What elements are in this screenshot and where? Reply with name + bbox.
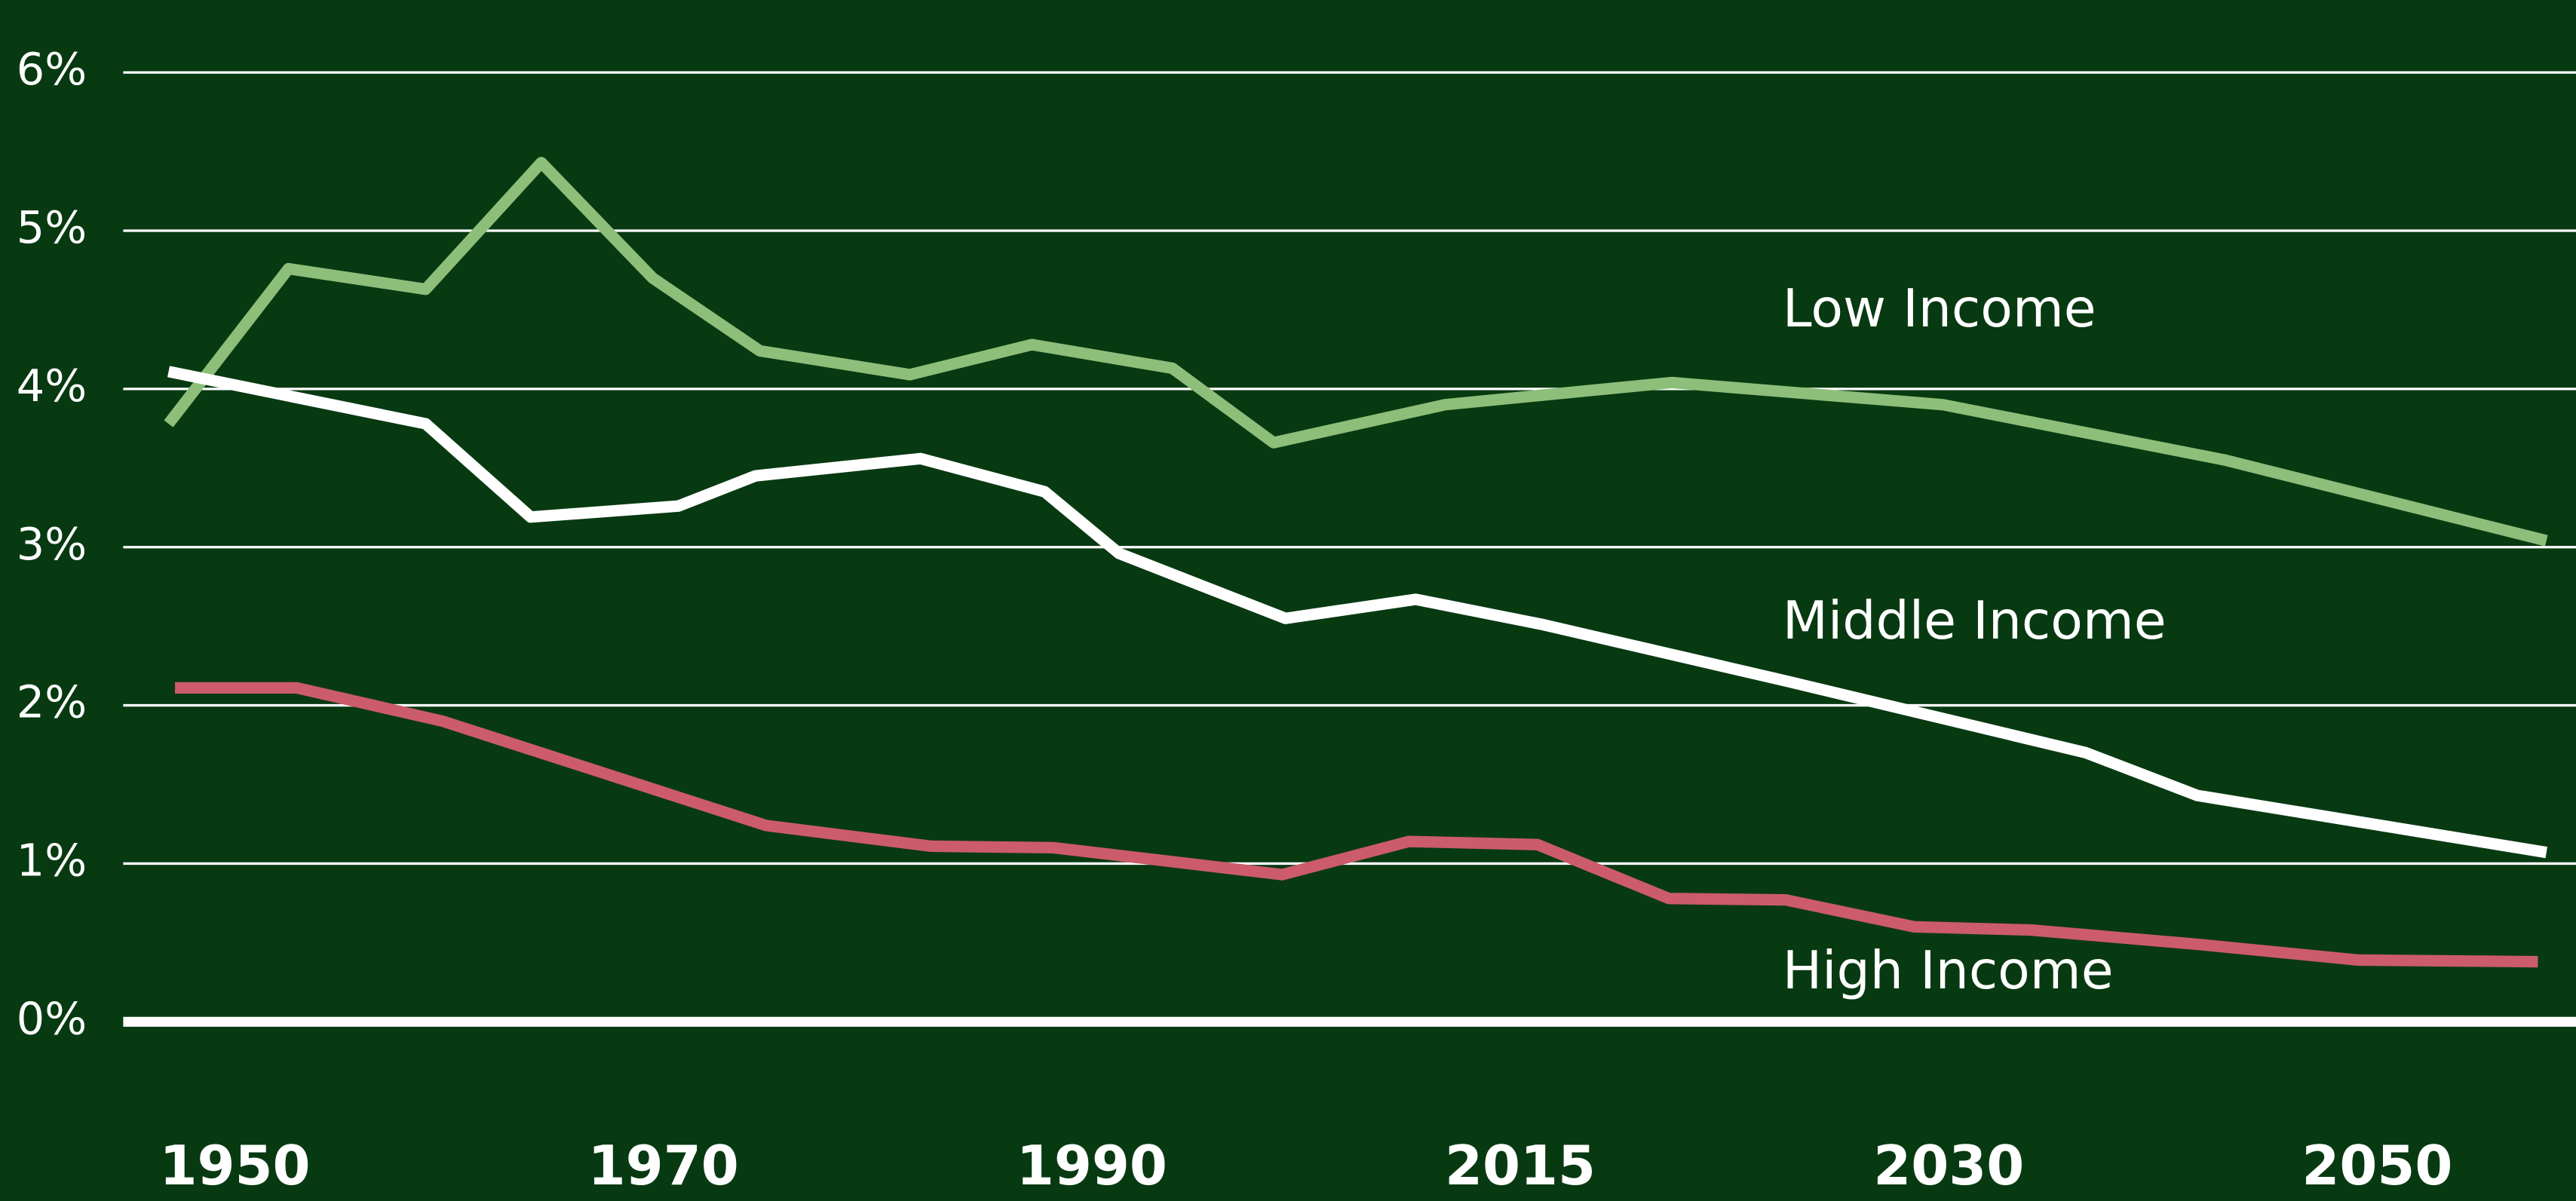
- y-tick-label: 2%: [17, 676, 87, 728]
- x-tick-label: 2015: [1445, 1134, 1596, 1197]
- x-tick-label: 1990: [1017, 1134, 1167, 1197]
- series-label: High Income: [1783, 940, 2114, 1001]
- line-series: [175, 682, 2538, 968]
- series-label: Middle Income: [1783, 590, 2167, 651]
- y-tick-label: 3%: [17, 518, 87, 570]
- line-series: [164, 157, 2548, 547]
- y-tick-label: 0%: [17, 992, 87, 1044]
- y-tick-label: 6%: [17, 43, 87, 95]
- x-tick-label: 2030: [1873, 1134, 2024, 1197]
- y-tick-label: 5%: [17, 201, 87, 253]
- x-tick-label: 2050: [2302, 1134, 2452, 1197]
- y-tick-label: 4%: [17, 360, 87, 412]
- series-label: Low Income: [1783, 278, 2096, 339]
- x-tick-label: 1970: [588, 1134, 739, 1197]
- y-tick-label: 1%: [17, 835, 87, 887]
- line-series: [167, 366, 2548, 859]
- x-tick-label: 1950: [160, 1134, 311, 1197]
